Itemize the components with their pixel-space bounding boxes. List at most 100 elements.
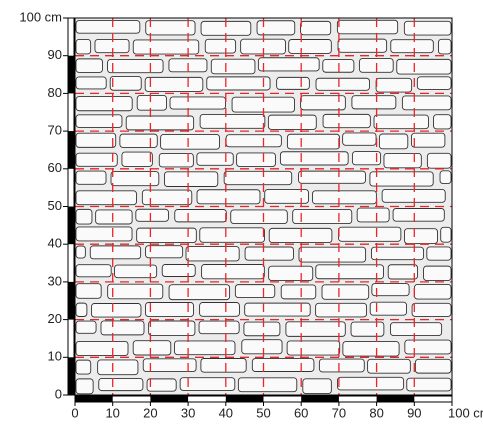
brick [185, 246, 240, 262]
brick [383, 152, 422, 169]
brick [75, 76, 107, 90]
brick [75, 39, 92, 55]
brick [234, 284, 276, 299]
brick [136, 94, 167, 111]
brick [174, 340, 236, 356]
brick [164, 171, 219, 187]
x-tick-label: 50 [256, 405, 270, 420]
brick [426, 246, 452, 261]
ruler-segment [68, 281, 74, 320]
brick [210, 58, 256, 75]
brick [144, 76, 204, 92]
brick [251, 358, 315, 372]
brick [145, 302, 194, 318]
ruler-segment [376, 396, 415, 402]
brick [298, 170, 366, 184]
brick [414, 358, 452, 374]
brick [401, 95, 452, 111]
brick [256, 20, 296, 36]
brick [404, 228, 438, 245]
brick [75, 152, 118, 167]
brick [174, 209, 227, 223]
brick [199, 302, 240, 317]
brick [75, 340, 129, 357]
brick [315, 264, 384, 280]
brick [351, 151, 382, 166]
brick [351, 95, 397, 110]
brick [75, 132, 117, 148]
brick [75, 264, 112, 278]
brick [97, 359, 139, 376]
brick [75, 226, 133, 242]
brick [125, 115, 195, 131]
brick [350, 321, 385, 337]
brick [244, 302, 311, 317]
brick [75, 96, 133, 112]
brick [264, 189, 309, 204]
brick [95, 209, 133, 225]
brick [114, 264, 158, 279]
y-tick-label: 90 [48, 47, 62, 62]
brick [135, 208, 169, 222]
brick [375, 77, 413, 93]
brick [100, 320, 145, 336]
brick [169, 96, 226, 110]
brick [280, 284, 317, 300]
brick [286, 340, 341, 356]
brick [403, 20, 452, 36]
ruler-segment [225, 396, 264, 402]
brick [223, 170, 293, 186]
brick [75, 170, 107, 185]
brick [75, 20, 141, 34]
brick [201, 264, 265, 280]
brick [315, 302, 368, 318]
ruler-segment [68, 357, 74, 395]
brick [75, 245, 86, 259]
brick [94, 38, 130, 54]
brick [406, 377, 452, 392]
brick [433, 114, 452, 130]
brick [119, 133, 158, 148]
y-tick-label: 0 [55, 386, 62, 401]
brick [75, 320, 97, 334]
brick [268, 265, 314, 282]
brick [132, 39, 200, 55]
brick [288, 39, 332, 54]
brick [75, 378, 94, 395]
brick [315, 77, 370, 91]
brick [298, 246, 367, 263]
ruler-segment [301, 396, 339, 402]
brick [371, 283, 410, 297]
brick [267, 114, 317, 130]
brick [75, 208, 93, 225]
brick [356, 207, 390, 223]
x-tick-label: 30 [181, 405, 195, 420]
x-tick-label: 20 [143, 405, 157, 420]
brick [302, 378, 332, 395]
brick [390, 39, 434, 54]
brick [90, 303, 142, 318]
brick [145, 245, 184, 259]
brick [342, 341, 400, 357]
brick [168, 284, 231, 301]
brick [107, 283, 164, 300]
ruler-segment [68, 55, 74, 94]
x-tick-label: 60 [294, 405, 308, 420]
brick [438, 38, 452, 55]
brick [257, 57, 320, 72]
brick [411, 132, 446, 148]
brick [75, 114, 123, 128]
brick [241, 339, 283, 355]
brick [439, 170, 452, 184]
brick [337, 38, 388, 53]
brick [146, 378, 177, 392]
brick [142, 358, 197, 372]
brick [440, 226, 452, 243]
brick [373, 114, 429, 130]
brick [200, 358, 247, 373]
x-tick-label: 40 [219, 405, 233, 420]
brick [370, 246, 425, 261]
y-tick-label: 10 [48, 349, 62, 364]
